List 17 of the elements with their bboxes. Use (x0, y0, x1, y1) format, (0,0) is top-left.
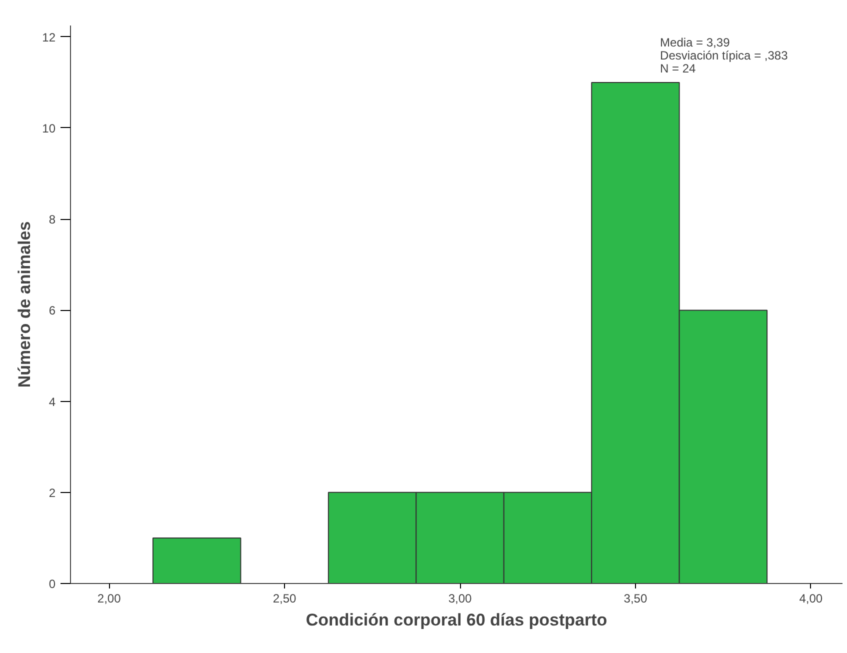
x-tick-label: 2,00 (97, 592, 122, 606)
y-tick-label: 0 (48, 577, 56, 591)
y-tick-label: 8 (48, 212, 56, 227)
y-tick-label: 4 (48, 394, 56, 409)
x-tick-label: 3,50 (624, 592, 648, 606)
x-tick-label: 3,00 (448, 592, 472, 606)
x-axis-title: Condición corporal 60 días postparto (306, 610, 608, 630)
annotation: N = 24 (660, 62, 696, 76)
y-tick-label: 12 (42, 30, 56, 44)
y-axis-title: Número de animales (15, 221, 34, 388)
annotation: Media = 3,39 (660, 36, 730, 50)
y-tick-label: 2 (48, 486, 56, 500)
annotation: Desviación típica = ,383 (660, 48, 788, 62)
x-tick-label: 4,00 (799, 592, 823, 606)
x-tick-label: 2,50 (272, 592, 297, 606)
y-tick-label: 10 (42, 121, 56, 136)
y-tick-label: 6 (48, 304, 56, 318)
